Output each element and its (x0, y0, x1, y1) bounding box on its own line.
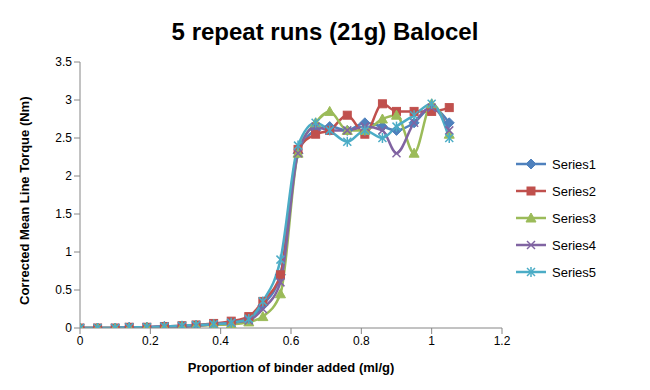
svg-text:1.2: 1.2 (494, 334, 511, 348)
html-text:Series4: Series4 (552, 237, 597, 253)
html-text:Series3: Series3 (552, 210, 597, 226)
svg-text:0.2: 0.2 (142, 334, 159, 348)
svg-text:1: 1 (428, 334, 435, 348)
svg-text:0: 0 (65, 321, 72, 335)
svg-text:1: 1 (65, 245, 72, 259)
html-text:Series5: Series5 (552, 264, 597, 280)
svg-text:Proportion of binder added (ml: Proportion of binder added (ml/g) (188, 360, 395, 375)
html-text:Series2: Series2 (552, 183, 597, 199)
svg-text:1.5: 1.5 (55, 207, 72, 221)
svg-text:3: 3 (65, 93, 72, 107)
svg-text:Corrected Mean Line Torque (Nm: Corrected Mean Line Torque (Nm) (17, 96, 32, 305)
svg-text:2.5: 2.5 (55, 131, 72, 145)
svg-text:0: 0 (77, 334, 84, 348)
svg-text:2: 2 (65, 169, 72, 183)
svg-text:0.4: 0.4 (212, 334, 229, 348)
html-text:Series1: Series1 (552, 156, 597, 172)
svg-text:0.8: 0.8 (353, 334, 370, 348)
html-text:5 repeat runs (21g) Balocel: 5 repeat runs (21g) Balocel (171, 18, 479, 45)
svg-text:0.5: 0.5 (55, 283, 72, 297)
svg-text:3.5: 3.5 (55, 55, 72, 69)
svg-text:0.6: 0.6 (283, 334, 300, 348)
